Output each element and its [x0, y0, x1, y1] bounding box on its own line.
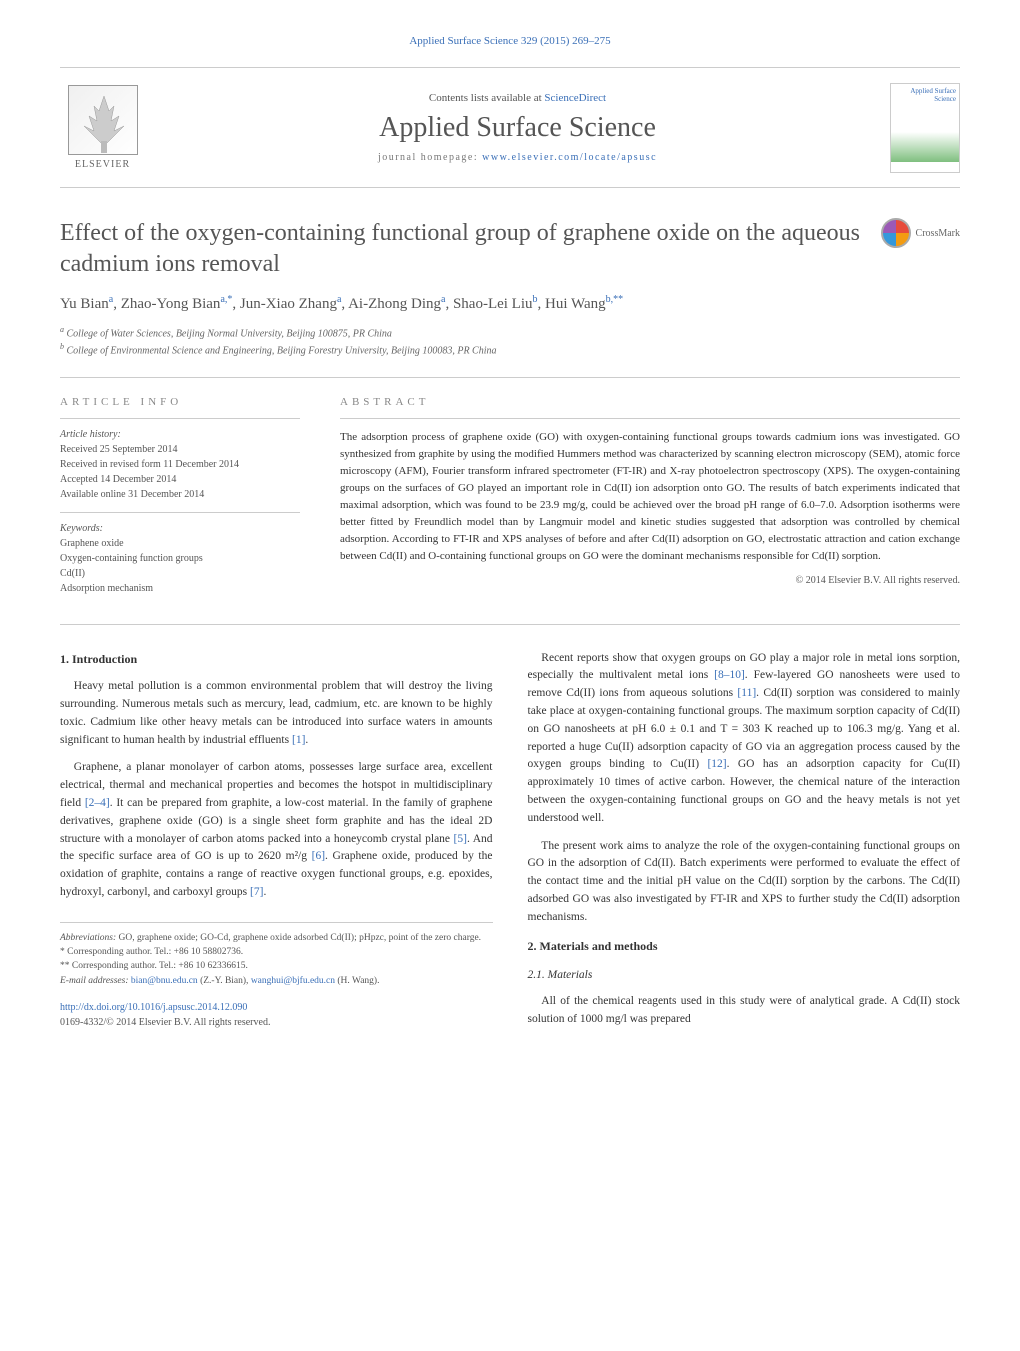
- cover-title: Applied Surface Science: [891, 84, 959, 106]
- publisher-label: ELSEVIER: [75, 159, 130, 170]
- email-label: E-mail addresses:: [60, 976, 131, 986]
- ref-5[interactable]: [5]: [454, 833, 467, 845]
- issn-copyright: 0169-4332/© 2014 Elsevier B.V. All right…: [60, 1015, 493, 1031]
- ref-8-10[interactable]: [8–10]: [714, 669, 745, 681]
- ref-11[interactable]: [11]: [737, 687, 756, 699]
- ref-6[interactable]: [6]: [312, 850, 325, 862]
- affiliation-a: a College of Water Sciences, Beijing Nor…: [60, 324, 960, 341]
- right-column: Recent reports show that oxygen groups o…: [528, 650, 961, 1039]
- left-column: 1. Introduction Heavy metal pollution is…: [60, 650, 493, 1039]
- corresponding-1: * Corresponding author. Tel.: +86 10 588…: [60, 945, 493, 959]
- right-p2: The present work aims to analyze the rol…: [528, 838, 961, 927]
- homepage-prefix: journal homepage:: [378, 152, 482, 163]
- sciencedirect-link[interactable]: ScienceDirect: [544, 92, 606, 104]
- email2-name: (H. Wang).: [335, 976, 379, 986]
- right-p3: All of the chemical reagents used in thi…: [528, 993, 961, 1029]
- footnotes: Abbreviations: GO, graphene oxide; GO-Cd…: [60, 922, 493, 988]
- divider-2: [60, 624, 960, 625]
- intro-heading: 1. Introduction: [60, 650, 493, 669]
- contents-prefix: Contents lists available at: [429, 92, 544, 104]
- ref-2-4[interactable]: [2–4]: [85, 797, 110, 809]
- keyword-0: Graphene oxide: [60, 536, 300, 551]
- keyword-2: Cd(II): [60, 566, 300, 581]
- affil-b-text: College of Environmental Science and Eng…: [67, 346, 497, 357]
- ref-12[interactable]: [12]: [707, 758, 726, 770]
- crossmark-badge[interactable]: CrossMark: [881, 218, 960, 248]
- right-p1: Recent reports show that oxygen groups o…: [528, 650, 961, 828]
- homepage-link[interactable]: www.elsevier.com/locate/apsusc: [482, 152, 657, 163]
- history-revised: Received in revised form 11 December 201…: [60, 457, 300, 472]
- abbreviations: Abbreviations: GO, graphene oxide; GO-Cd…: [60, 931, 493, 945]
- keyword-1: Oxygen-containing function groups: [60, 551, 300, 566]
- p1-text: Heavy metal pollution is a common enviro…: [60, 680, 493, 745]
- keywords-label: Keywords:: [60, 523, 103, 534]
- homepage-line: journal homepage: www.elsevier.com/locat…: [145, 152, 890, 163]
- crossmark-label: CrossMark: [916, 228, 960, 239]
- email-1[interactable]: bian@bnu.edu.cn: [131, 976, 198, 986]
- p1-suffix: .: [305, 734, 308, 746]
- p2b: . It can be prepared from graphite, a lo…: [60, 797, 493, 845]
- intro-p2: Graphene, a planar monolayer of carbon a…: [60, 759, 493, 902]
- history-block: Article history: Received 25 September 2…: [60, 418, 300, 502]
- corresponding-2: ** Corresponding author. Tel.: +86 10 62…: [60, 959, 493, 973]
- publisher-logo[interactable]: ELSEVIER: [60, 80, 145, 175]
- article-info-column: ARTICLE INFO Article history: Received 2…: [60, 396, 300, 606]
- doi-link[interactable]: http://dx.doi.org/10.1016/j.apsusc.2014.…: [60, 1000, 493, 1016]
- keywords-block: Keywords: Graphene oxide Oxygen-containi…: [60, 512, 300, 596]
- history-accepted: Accepted 14 December 2014: [60, 472, 300, 487]
- abbrev-text: GO, graphene oxide; GO-Cd, graphene oxid…: [116, 933, 481, 943]
- affiliation-b: b College of Environmental Science and E…: [60, 341, 960, 358]
- abbrev-label: Abbreviations:: [60, 933, 116, 943]
- abstract-text: The adsorption process of graphene oxide…: [340, 418, 960, 565]
- abstract-label: ABSTRACT: [340, 396, 960, 408]
- history-label: Article history:: [60, 429, 121, 440]
- emails: E-mail addresses: bian@bnu.edu.cn (Z.-Y.…: [60, 974, 493, 988]
- ref-7[interactable]: [7]: [250, 886, 263, 898]
- affil-a-text: College of Water Sciences, Beijing Norma…: [67, 328, 392, 339]
- intro-p1: Heavy metal pollution is a common enviro…: [60, 678, 493, 749]
- history-online: Available online 31 December 2014: [60, 487, 300, 502]
- article-info-label: ARTICLE INFO: [60, 396, 300, 408]
- journal-cover-thumbnail[interactable]: Applied Surface Science: [890, 83, 960, 173]
- cover-graphic: [891, 132, 959, 162]
- citation-header: Applied Surface Science 329 (2015) 269–2…: [60, 35, 960, 47]
- keyword-3: Adsorption mechanism: [60, 581, 300, 596]
- email1-name: (Z.-Y. Bian),: [198, 976, 251, 986]
- ref-1[interactable]: [1]: [292, 734, 305, 746]
- affiliations: a College of Water Sciences, Beijing Nor…: [60, 324, 960, 359]
- abstract-copyright: © 2014 Elsevier B.V. All rights reserved…: [340, 575, 960, 586]
- author-list: Yu Biana, Zhao-Yong Biana,*, Jun-Xiao Zh…: [60, 292, 960, 316]
- header-center: Contents lists available at ScienceDirec…: [145, 92, 890, 163]
- journal-header-bar: ELSEVIER Contents lists available at Sci…: [60, 67, 960, 188]
- materials-methods-heading: 2. Materials and methods: [528, 937, 961, 956]
- abstract-column: ABSTRACT The adsorption process of graph…: [340, 396, 960, 606]
- divider: [60, 377, 960, 378]
- article-title: Effect of the oxygen-containing function…: [60, 218, 881, 280]
- elsevier-tree-icon: [68, 85, 138, 155]
- contents-line: Contents lists available at ScienceDirec…: [145, 92, 890, 104]
- email-2[interactable]: wanghui@bjfu.edu.cn: [251, 976, 335, 986]
- materials-subheading: 2.1. Materials: [528, 967, 961, 985]
- journal-name: Applied Surface Science: [145, 112, 890, 144]
- history-received: Received 25 September 2014: [60, 442, 300, 457]
- p2e: .: [263, 886, 266, 898]
- crossmark-icon: [881, 218, 911, 248]
